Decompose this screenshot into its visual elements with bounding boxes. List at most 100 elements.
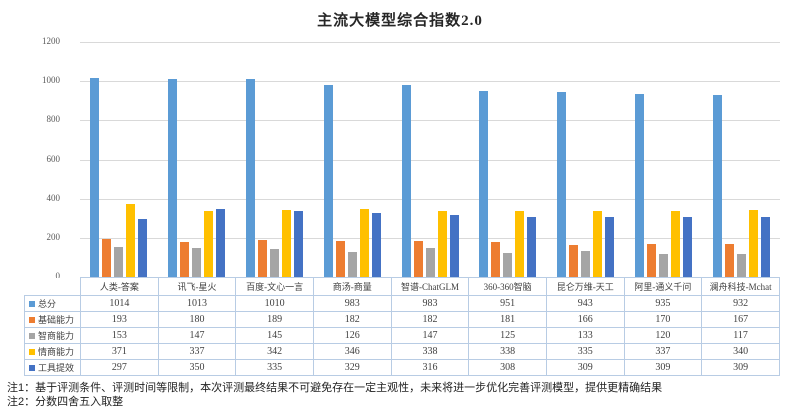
bar-s4-c1: [216, 208, 226, 277]
bar-s3-c6: [593, 211, 603, 277]
table-cell: 182: [312, 311, 392, 328]
bar-s1-c0: [102, 239, 112, 277]
table-cell: 338: [468, 343, 547, 360]
table-cell: 1014: [80, 295, 159, 312]
bar-s1-c5: [491, 241, 501, 277]
bar-s2-c1: [192, 248, 202, 277]
table-row: 情商能力 371 337 342 346 338 338 335 337 340: [24, 343, 780, 360]
y-axis-tick-label: 1200: [42, 36, 60, 46]
bar-s0-c6: [557, 92, 567, 277]
bar-s0-c8: [712, 94, 722, 277]
table-row-label: 情商能力: [24, 343, 81, 360]
y-axis-tick-label: 800: [46, 114, 61, 125]
table-row-label: 智商能力: [24, 327, 81, 344]
table-cell: 297: [80, 359, 159, 376]
y-axis-tick-label: 0: [55, 271, 61, 281]
table-cell: 309: [701, 359, 780, 376]
gridline: [80, 198, 780, 200]
table-cell: 181: [468, 311, 547, 328]
gridline: [80, 159, 780, 161]
table-cell: 309: [545, 359, 625, 376]
bar-s3-c7: [670, 211, 680, 277]
table-cell: 983: [390, 295, 470, 312]
series-name-label: 基础能力: [38, 315, 75, 325]
table-column-header: 阿里-通义千问: [623, 277, 703, 296]
table-row-label: 基础能力: [24, 311, 81, 328]
table-cell: 133: [545, 327, 625, 344]
table-cell: 147: [390, 327, 470, 344]
bar-s3-c1: [204, 211, 214, 277]
legend-color-swatch-icon: [29, 332, 35, 339]
table-column-header: 讯飞-星火: [157, 277, 237, 296]
series-name-label: 总分: [38, 299, 57, 309]
table-cell: 338: [390, 343, 470, 360]
bar-s2-c4: [425, 248, 435, 277]
table-column-header: 百度-文心一言: [235, 277, 314, 296]
table-cell: 167: [701, 311, 780, 328]
bar-s0-c0: [90, 78, 100, 277]
table-cell: 346: [312, 343, 392, 360]
table-cell: 125: [468, 327, 547, 344]
table-cell: 117: [701, 327, 780, 344]
table-corner-cell: [24, 277, 81, 296]
bar-s4-c2: [293, 211, 303, 277]
table-cell: 329: [312, 359, 392, 376]
y-axis-tick-label: 400: [46, 192, 61, 203]
bar-s4-c4: [449, 215, 459, 277]
table-cell: 153: [80, 327, 159, 344]
bar-s4-c5: [527, 216, 537, 277]
data-table: 人类-答案 讯飞-星火 百度-文心一言 商汤-商量 智谱-ChatGLM 360-360智…: [24, 277, 780, 376]
bar-s3-c5: [515, 210, 525, 277]
bar-s2-c0: [114, 247, 124, 277]
table-cell: 371: [80, 343, 159, 360]
bar-s4-c0: [138, 218, 148, 277]
table-cell: 340: [701, 343, 780, 360]
table-row: 总分 1014 1013 1010 983 983 951 943 935 932: [24, 295, 780, 312]
table-column-header: 昆仑万维-天工: [545, 277, 625, 296]
table-cell: 126: [312, 327, 392, 344]
bar-s3-c0: [126, 204, 136, 277]
table-cell: 1013: [157, 295, 237, 312]
bar-s4-c8: [760, 216, 770, 277]
table-cell: 308: [468, 359, 547, 376]
bar-s1-c3: [335, 241, 345, 277]
y-axis-tick-label: 1000: [42, 75, 60, 86]
table-cell: 1010: [235, 295, 314, 312]
legend-color-swatch-icon: [29, 300, 35, 307]
legend-color-swatch-icon: [29, 364, 35, 371]
table-cell: 935: [623, 295, 703, 312]
bar-s3-c4: [437, 210, 447, 277]
bar-s0-c7: [634, 93, 644, 277]
table-row: 基础能力 193 180 189 182 182 181 166 170 167: [24, 311, 780, 328]
bar-s3-c3: [359, 209, 369, 277]
table-cell: 170: [623, 311, 703, 328]
series-name-label: 工具提效: [38, 363, 75, 373]
table-cell: 337: [623, 343, 703, 360]
y-axis-tick-label: 600: [46, 153, 61, 164]
table-column-header: 澜舟科技-Mchat: [701, 277, 780, 296]
bar-s2-c8: [736, 254, 746, 277]
gridline: [80, 120, 780, 122]
chart-title: 主流大模型综合指数2.0: [317, 13, 483, 29]
bar-s4-c7: [682, 216, 692, 277]
table-column-header: 360-360智脑: [468, 277, 547, 296]
bar-s2-c7: [658, 253, 668, 277]
table-row-label: 总分: [24, 295, 81, 312]
bar-s0-c3: [323, 84, 333, 277]
table-cell: 145: [235, 327, 314, 344]
table-row: 工具提效 297 350 335 329 316 308 309 309 309: [24, 359, 780, 376]
bar-s1-c8: [724, 244, 734, 277]
table-cell: 335: [545, 343, 625, 360]
bar-s2-c2: [269, 248, 279, 277]
table-row-label: 工具提效: [24, 359, 81, 376]
bar-s1-c4: [413, 241, 423, 277]
table-cell: 337: [157, 343, 237, 360]
bar-s2-c5: [503, 252, 513, 277]
bar-s4-c3: [371, 212, 381, 277]
table-cell: 983: [312, 295, 392, 312]
table-cell: 180: [157, 311, 237, 328]
bar-s4-c6: [605, 216, 615, 277]
bar-s1-c7: [646, 243, 656, 277]
table-cell: 193: [80, 311, 159, 328]
